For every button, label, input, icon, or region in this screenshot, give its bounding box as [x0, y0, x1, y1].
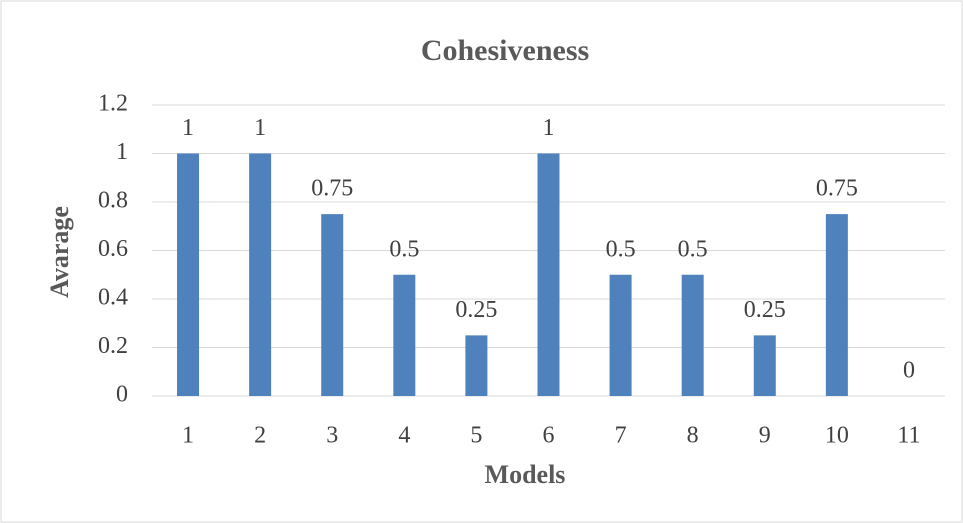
x-tick-label: 4 — [398, 423, 410, 449]
data-label: 1 — [182, 115, 194, 141]
bar — [537, 153, 560, 396]
data-label: 0.5 — [678, 236, 708, 262]
data-label: 0.5 — [389, 236, 419, 262]
data-label: 0 — [903, 358, 915, 384]
x-tick-label: 11 — [897, 423, 920, 449]
chart-title: Cohesiveness — [421, 34, 589, 67]
data-label: 0.5 — [606, 236, 636, 262]
data-label: 0.75 — [816, 176, 858, 202]
data-label: 0.25 — [744, 297, 786, 323]
x-tick-label: 9 — [759, 423, 771, 449]
x-tick-label: 3 — [326, 423, 338, 449]
data-label: 0.25 — [455, 297, 497, 323]
x-tick-label: 7 — [615, 423, 627, 449]
x-tick-label: 1 — [182, 423, 194, 449]
x-axis-label: Models — [485, 460, 566, 489]
y-tick-label: 0.6 — [98, 236, 128, 262]
bar — [681, 274, 704, 396]
y-tick-label: 0.2 — [98, 333, 128, 359]
y-tick-label: 1.2 — [98, 91, 128, 117]
x-tick-label: 6 — [543, 423, 555, 449]
x-tick-label: 5 — [470, 423, 482, 449]
bar — [249, 153, 272, 396]
y-axis-label: Avarage — [45, 206, 74, 298]
bar — [753, 335, 776, 396]
x-tick-label: 8 — [687, 423, 699, 449]
y-tick-label: 0 — [116, 382, 128, 408]
bar — [825, 214, 848, 396]
y-tick-label: 0.4 — [98, 285, 128, 311]
y-tick-label: 0.8 — [98, 188, 128, 214]
bar — [609, 274, 632, 396]
data-label: 0.75 — [311, 176, 353, 202]
x-tick-label: 10 — [825, 423, 849, 449]
data-label: 1 — [254, 115, 266, 141]
data-label: 1 — [543, 115, 555, 141]
bar — [177, 153, 200, 396]
bar — [465, 335, 488, 396]
x-tick-label: 2 — [254, 423, 266, 449]
bar — [393, 274, 416, 396]
y-tick-label: 1 — [116, 139, 128, 165]
bar — [321, 214, 344, 396]
